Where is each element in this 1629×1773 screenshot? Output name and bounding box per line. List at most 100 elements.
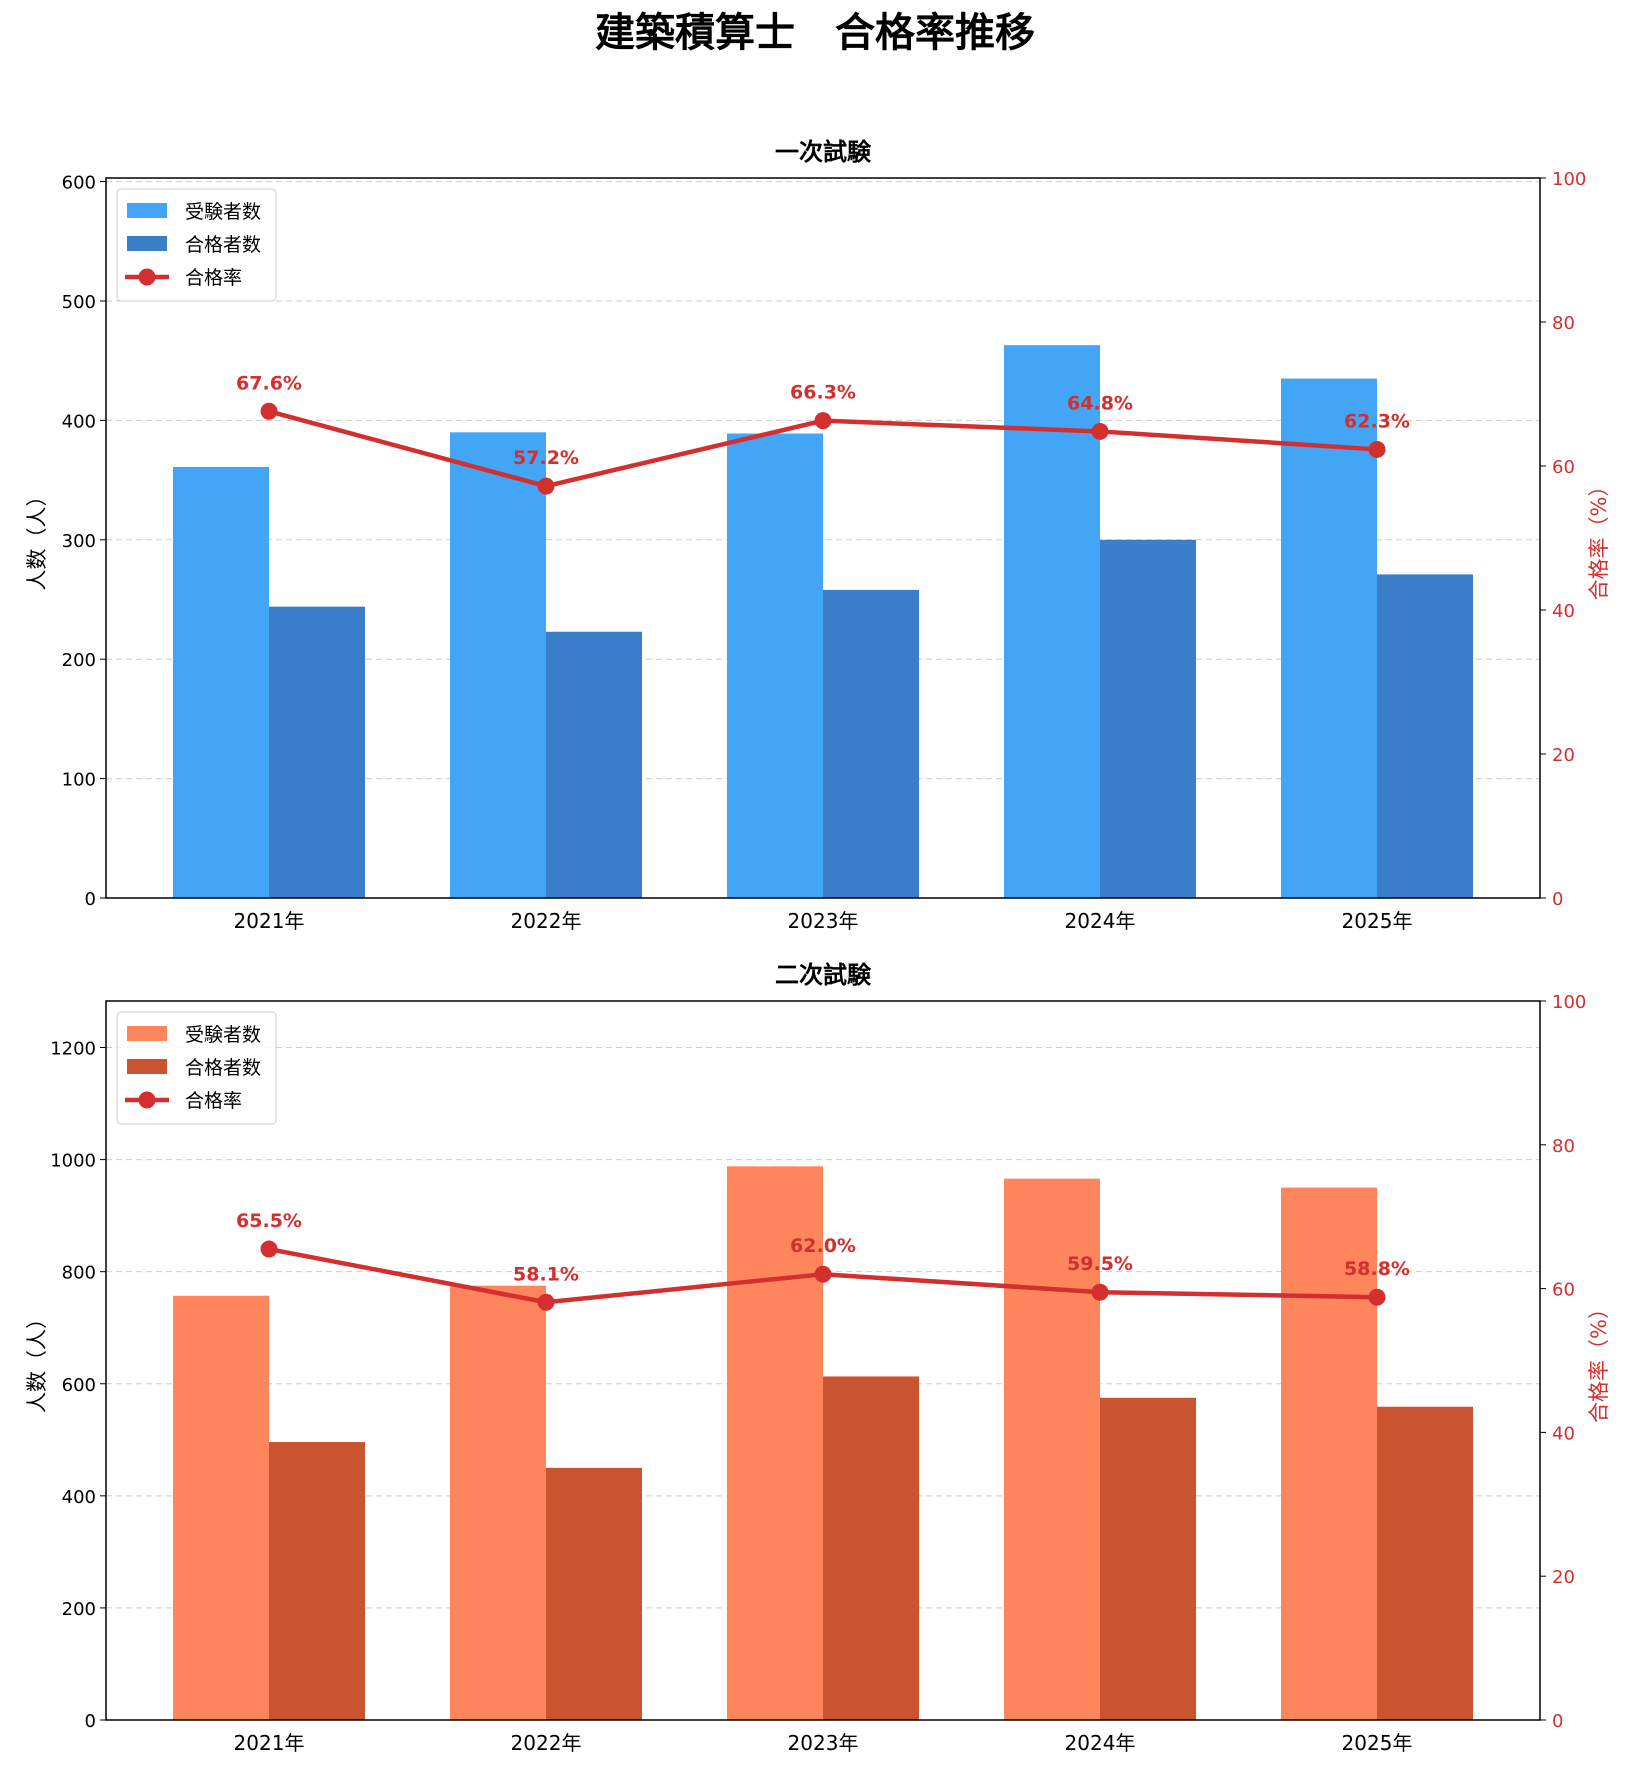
bar-passers — [823, 1376, 919, 1720]
legend-label: 受験者数 — [185, 1024, 261, 1046]
bar-passers — [269, 606, 365, 898]
pass-rate-point — [260, 402, 278, 420]
bar-passers — [546, 631, 642, 898]
bar-passers — [1100, 1397, 1196, 1720]
legend-label: 合格率 — [185, 1090, 242, 1112]
x-tick-label: 2025年 — [1342, 1731, 1413, 1755]
bar-examinees — [1004, 1178, 1100, 1720]
y-tick-label: 100 — [62, 770, 96, 791]
legend-swatch — [127, 203, 167, 218]
subplot-title: 一次試験 — [775, 138, 872, 166]
y2-tick-label: 40 — [1552, 1423, 1575, 1444]
pass-rate-point — [1091, 1283, 1109, 1301]
y2-tick-label: 20 — [1552, 745, 1575, 766]
legend-label: 合格率 — [185, 267, 242, 289]
y2-axis-label: 合格率（%） — [1587, 476, 1611, 601]
y-tick-label: 0 — [85, 889, 96, 910]
bar-examinees — [727, 433, 823, 898]
y-tick-label: 0 — [85, 1711, 96, 1732]
x-tick-label: 2022年 — [511, 909, 582, 933]
y2-tick-label: 60 — [1552, 457, 1575, 478]
y-tick-label: 400 — [62, 411, 96, 432]
pass-rate-label: 67.6% — [236, 372, 302, 394]
legend-swatch — [127, 236, 167, 251]
bar-passers — [546, 1467, 642, 1720]
y-axis-label: 人数（人） — [25, 486, 49, 591]
bar-examinees — [1281, 1187, 1377, 1720]
y2-tick-label: 20 — [1552, 1567, 1575, 1588]
y-tick-label: 400 — [62, 1487, 96, 1508]
bar-examinees — [727, 1166, 823, 1720]
y-tick-label: 800 — [62, 1263, 96, 1284]
y2-tick-label: 80 — [1552, 1136, 1575, 1157]
pass-rate-label: 58.1% — [513, 1263, 579, 1285]
y-tick-label: 1200 — [50, 1039, 96, 1060]
x-tick-label: 2023年 — [788, 1731, 859, 1755]
y-axis-label: 人数（人） — [25, 1308, 49, 1413]
y2-axis-label: 合格率（%） — [1587, 1298, 1611, 1423]
legend-label: 合格者数 — [185, 234, 261, 256]
pass-rate-point — [814, 412, 832, 430]
y-tick-label: 1000 — [50, 1151, 96, 1172]
bar-examinees — [450, 1285, 546, 1720]
legend-swatch — [127, 1059, 167, 1074]
bar-examinees — [450, 432, 546, 898]
pass-rate-point — [537, 477, 555, 495]
pass-rate-point — [1368, 1288, 1386, 1306]
axes-frame — [105, 177, 1541, 899]
pass-rate-label: 58.8% — [1344, 1258, 1410, 1280]
legend-swatch — [127, 1026, 167, 1041]
y2-tick-label: 100 — [1552, 169, 1586, 190]
subplot-1: 67.6%57.2%66.3% 64.8%62.3%010020030040050… — [25, 138, 1611, 933]
y-tick-label: 300 — [62, 531, 96, 552]
bar-passers — [823, 589, 919, 898]
y-tick-label: 600 — [62, 1375, 96, 1396]
y2-tick-label: 100 — [1552, 992, 1586, 1013]
legend-marker — [138, 1091, 156, 1109]
bar-passers — [269, 1442, 365, 1720]
pass-rate-label: 62.3% — [1344, 410, 1410, 432]
bar-passers — [1377, 1406, 1473, 1720]
y2-tick-label: 0 — [1552, 1711, 1563, 1732]
subplot-title: 二次試験 — [775, 961, 872, 989]
x-tick-label: 2023年 — [788, 909, 859, 933]
pass-rate-point — [537, 1293, 555, 1311]
pass-rate-point — [814, 1265, 832, 1283]
y2-tick-label: 60 — [1552, 1280, 1575, 1301]
legend-label: 受験者数 — [185, 201, 261, 223]
bar-examinees — [173, 1295, 269, 1720]
y-tick-label: 200 — [62, 1599, 96, 1620]
bar-passers — [1100, 539, 1196, 898]
x-tick-label: 2024年 — [1065, 909, 1136, 933]
bar-examinees — [173, 466, 269, 898]
x-tick-label: 2025年 — [1342, 909, 1413, 933]
y-tick-label: 600 — [62, 173, 96, 194]
figure-title: 建築積算士 合格率推移 — [595, 10, 1035, 56]
bar-examinees — [1281, 378, 1377, 898]
pass-rate-point — [1368, 440, 1386, 458]
pass-rate-label: 62.0% — [790, 1235, 856, 1257]
legend-label: 合格者数 — [185, 1057, 261, 1079]
pass-rate-point — [260, 1240, 278, 1258]
pass-rate-label: 57.2% — [513, 447, 579, 469]
axes-frame — [105, 1000, 1541, 1721]
subplot-2: 65.5%58.1%62.0%59.5% 58.8%020040060080010… — [25, 961, 1611, 1755]
pass-rate-label: 66.3% — [790, 382, 856, 404]
y-tick-label: 500 — [62, 292, 96, 313]
y2-tick-label: 80 — [1552, 313, 1575, 334]
legend-marker — [138, 268, 156, 286]
pass-rate-label: 64.8% — [1067, 392, 1133, 414]
x-tick-label: 2024年 — [1065, 1731, 1136, 1755]
x-tick-label: 2021年 — [234, 1731, 305, 1755]
bar-passers — [1377, 574, 1473, 898]
y2-tick-label: 40 — [1552, 601, 1575, 622]
x-tick-label: 2022年 — [511, 1731, 582, 1755]
y2-tick-label: 0 — [1552, 889, 1563, 910]
pass-rate-point — [1091, 422, 1109, 440]
y-tick-label: 200 — [62, 650, 96, 671]
bar-examinees — [1004, 345, 1100, 898]
x-tick-label: 2021年 — [234, 909, 305, 933]
